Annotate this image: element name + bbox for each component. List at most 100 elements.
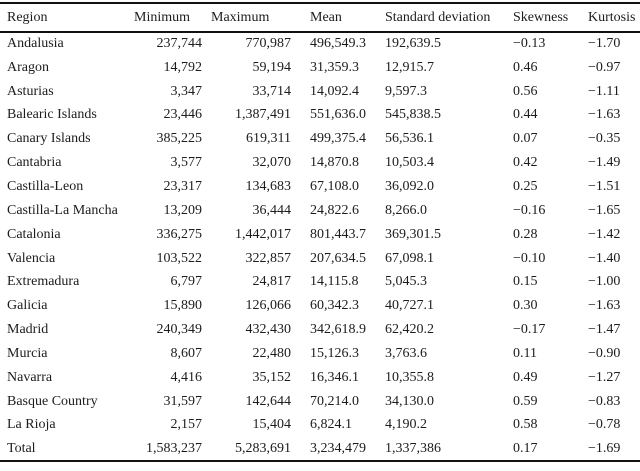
column-header-minimum: Minimum bbox=[134, 9, 191, 25]
table-row: Murcia 8,607 22,480 15,126.3 3,763.6 0.11 −0.9… bbox=[0, 342, 640, 366]
cell-minimum: 13,209 bbox=[163, 202, 203, 218]
cell-std_dev: 36,092.0 bbox=[385, 178, 434, 194]
cell-kurtosis: −1.40 bbox=[588, 250, 621, 266]
table-row: Extremadura 6,797 24,817 14,115.8 5,045.3 0.1… bbox=[0, 270, 640, 294]
cell-minimum: 6,797 bbox=[170, 274, 203, 290]
column-header-skewness: Skewness bbox=[513, 9, 569, 25]
cell-std_dev: 9,597.3 bbox=[385, 83, 427, 99]
cell-region: Cantabria bbox=[7, 155, 62, 171]
cell-maximum: 126,066 bbox=[245, 298, 292, 314]
cell-mean: 24,822.6 bbox=[310, 202, 359, 218]
cell-region: Extremadura bbox=[7, 274, 80, 290]
table-body: Andalusia 237,744 770,987 496,549.3 192,639.… bbox=[0, 32, 640, 461]
cell-std_dev: 40,727.1 bbox=[385, 298, 434, 314]
cell-kurtosis: −0.90 bbox=[588, 345, 621, 361]
cell-maximum: 33,714 bbox=[252, 83, 292, 99]
cell-maximum: 32,070 bbox=[252, 155, 292, 171]
cell-region: Basque Country bbox=[7, 393, 98, 409]
table-row: Navarra 4,416 35,152 16,346.1 10,355.8 0.49 −1… bbox=[0, 366, 640, 390]
cell-region: Total bbox=[7, 440, 36, 456]
regional-statistics-table: Region Minimum Maximum Mean Standard deviati… bbox=[0, 2, 640, 463]
cell-maximum: 432,430 bbox=[245, 322, 292, 338]
cell-skewness: 0.59 bbox=[513, 393, 538, 409]
cell-minimum: 1,583,237 bbox=[146, 440, 202, 456]
cell-minimum: 14,792 bbox=[163, 59, 203, 75]
cell-std_dev: 369,301.5 bbox=[385, 226, 441, 242]
cell-skewness: 0.44 bbox=[513, 107, 538, 123]
cell-region: Andalusia bbox=[7, 36, 64, 52]
cell-kurtosis: −0.78 bbox=[588, 417, 621, 433]
cell-skewness: 0.30 bbox=[513, 298, 538, 314]
cell-kurtosis: −0.97 bbox=[588, 59, 621, 75]
cell-skewness: −0.10 bbox=[513, 250, 546, 266]
cell-skewness: 0.58 bbox=[513, 417, 538, 433]
cell-std_dev: 5,045.3 bbox=[385, 274, 427, 290]
cell-minimum: 385,225 bbox=[156, 131, 203, 147]
cell-region: Murcia bbox=[7, 345, 48, 361]
cell-maximum: 15,404 bbox=[252, 417, 292, 433]
cell-maximum: 36,444 bbox=[252, 202, 292, 218]
cell-mean: 14,092.4 bbox=[310, 83, 359, 99]
cell-minimum: 103,522 bbox=[156, 250, 203, 266]
cell-mean: 14,115.8 bbox=[310, 274, 359, 290]
cell-std_dev: 10,355.8 bbox=[385, 369, 434, 385]
cell-kurtosis: −1.11 bbox=[588, 83, 620, 99]
cell-skewness: 0.17 bbox=[513, 440, 538, 456]
cell-mean: 14,870.8 bbox=[310, 155, 359, 171]
cell-maximum: 142,644 bbox=[245, 393, 292, 409]
cell-std_dev: 56,536.1 bbox=[385, 131, 434, 147]
cell-kurtosis: −1.42 bbox=[588, 226, 621, 242]
cell-maximum: 770,987 bbox=[245, 36, 292, 52]
column-header-region: Region bbox=[7, 9, 48, 25]
table-row: Madrid 240,349 432,430 342,618.9 62,420.2 −0.… bbox=[0, 318, 640, 342]
cell-maximum: 619,311 bbox=[246, 131, 291, 147]
cell-kurtosis: −1.70 bbox=[588, 36, 621, 52]
cell-kurtosis: −1.51 bbox=[588, 178, 621, 194]
cell-region: Catalonia bbox=[7, 226, 61, 242]
column-header-maximum: Maximum bbox=[211, 9, 270, 25]
cell-kurtosis: −1.69 bbox=[588, 440, 621, 456]
cell-std_dev: 3,763.6 bbox=[385, 345, 427, 361]
column-header-kurtosis: Kurtosis bbox=[588, 9, 636, 25]
cell-region: Valencia bbox=[7, 250, 56, 266]
cell-mean: 31,359.3 bbox=[310, 59, 359, 75]
table-row: La Rioja 2,157 15,404 6,824.1 4,190.2 0.58 −0.… bbox=[0, 414, 640, 438]
cell-skewness: 0.42 bbox=[513, 155, 538, 171]
cell-region: Balearic Islands bbox=[7, 107, 97, 123]
cell-kurtosis: −1.27 bbox=[588, 369, 621, 385]
cell-kurtosis: −1.00 bbox=[588, 274, 621, 290]
table-row: Aragon 14,792 59,194 31,359.3 12,915.7 0.46 −0… bbox=[0, 56, 640, 80]
cell-skewness: 0.56 bbox=[513, 83, 538, 99]
table-row: Balearic Islands 23,446 1,387,491 551,636.0… bbox=[0, 104, 640, 128]
cell-skewness: 0.49 bbox=[513, 369, 538, 385]
cell-mean: 551,636.0 bbox=[310, 107, 366, 123]
cell-skewness: −0.16 bbox=[513, 202, 546, 218]
cell-skewness: 0.11 bbox=[513, 345, 537, 361]
table-row: Castilla-Leon 23,317 134,683 67,108.0 36,092… bbox=[0, 175, 640, 199]
cell-kurtosis: −1.63 bbox=[588, 298, 621, 314]
cell-std_dev: 192,639.5 bbox=[385, 36, 441, 52]
cell-region: La Rioja bbox=[7, 417, 56, 433]
cell-mean: 496,549.3 bbox=[310, 36, 366, 52]
cell-std_dev: 62,420.2 bbox=[385, 322, 434, 338]
cell-region: Asturias bbox=[7, 83, 54, 99]
cell-mean: 499,375.4 bbox=[310, 131, 366, 147]
cell-std_dev: 545,838.5 bbox=[385, 107, 441, 123]
cell-minimum: 23,317 bbox=[163, 178, 203, 194]
table-row: Castilla-La Mancha 13,209 36,444 24,822.6 8,… bbox=[0, 199, 640, 223]
cell-minimum: 240,349 bbox=[156, 322, 203, 338]
cell-maximum: 1,387,491 bbox=[235, 107, 291, 123]
cell-region: Galicia bbox=[7, 298, 48, 314]
cell-minimum: 336,275 bbox=[156, 226, 203, 242]
table-row: Asturias 3,347 33,714 14,092.4 9,597.3 0.56 −1… bbox=[0, 80, 640, 104]
cell-mean: 70,214.0 bbox=[310, 393, 359, 409]
cell-region: Aragon bbox=[7, 59, 49, 75]
table-row: Catalonia 336,275 1,442,017 801,443.7 369,30… bbox=[0, 223, 640, 247]
cell-minimum: 3,577 bbox=[170, 155, 203, 171]
cell-kurtosis: −1.65 bbox=[588, 202, 621, 218]
cell-mean: 342,618.9 bbox=[310, 322, 366, 338]
cell-minimum: 15,890 bbox=[163, 298, 203, 314]
cell-maximum: 24,817 bbox=[252, 274, 292, 290]
cell-skewness: −0.17 bbox=[513, 322, 546, 338]
